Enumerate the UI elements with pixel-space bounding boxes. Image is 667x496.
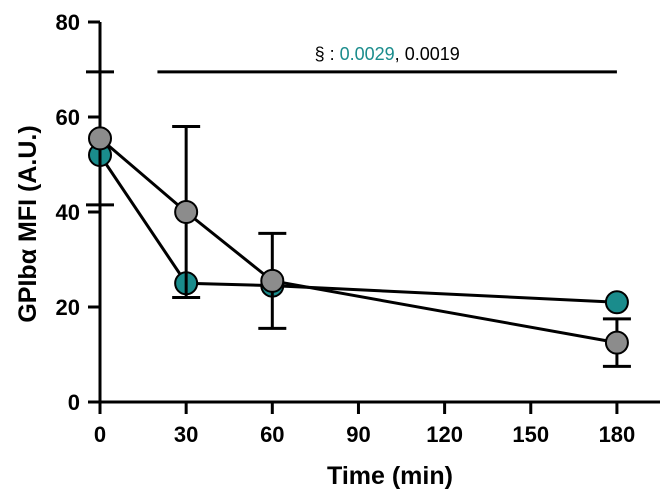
p-value: 0.0019 [405, 44, 460, 64]
y-tick-label: 60 [56, 105, 80, 130]
x-axis-label: Time (min) [327, 462, 453, 490]
y-tick-label: 80 [56, 10, 80, 35]
y-tick-label: 40 [56, 200, 80, 225]
x-tick-label: 150 [512, 422, 549, 447]
data-point [88, 126, 112, 151]
p-value-separator: , [395, 44, 405, 64]
p-value: 0.0029 [340, 44, 395, 64]
x-tick-label: 60 [260, 422, 284, 447]
y-tick-label: 20 [56, 295, 80, 320]
series-1 [86, 70, 631, 368]
y-axis-label: GPIbα MFI (A.U.) [14, 125, 42, 322]
series-line [98, 154, 617, 304]
x-tick-label: 180 [599, 422, 636, 447]
series-layer [86, 70, 631, 368]
ticks: 0 20 40 60 80 0 30 60 90 120 150 180 [56, 10, 636, 447]
y-tick-label: 0 [68, 390, 80, 415]
x-tick-label: 120 [426, 422, 463, 447]
annotation: § : 0.0029, 0.0019 [157, 44, 617, 74]
data-point [604, 330, 629, 355]
series-0 [88, 143, 629, 315]
x-tick-label: 90 [346, 422, 370, 447]
significance-symbol: § : [315, 44, 340, 64]
data-point [174, 200, 199, 224]
significance-label: § : 0.0029, 0.0019 [315, 44, 460, 64]
series-line [99, 137, 618, 345]
data-point [260, 268, 285, 293]
x-tick-label: 30 [174, 422, 198, 447]
data-point [604, 290, 629, 315]
x-tick-label: 0 [94, 422, 106, 447]
